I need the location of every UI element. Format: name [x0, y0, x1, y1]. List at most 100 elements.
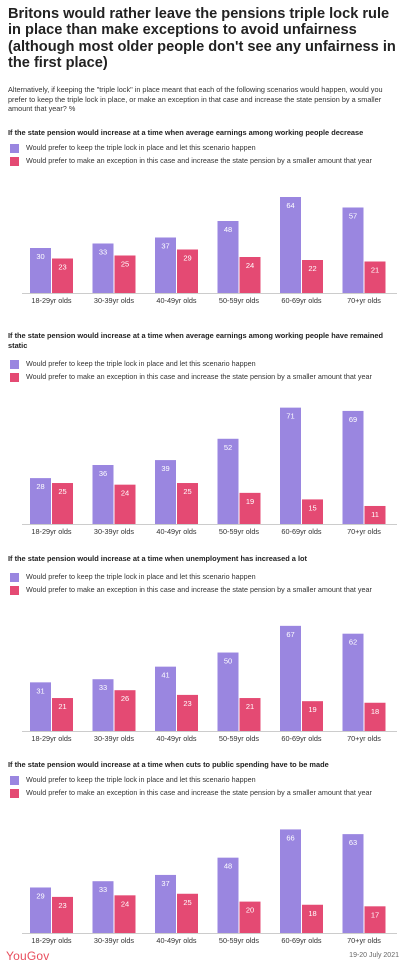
legend-swatch-exception	[10, 373, 19, 382]
bar-value-label: 11	[371, 510, 379, 519]
category-label: 60-69yr olds	[281, 296, 322, 305]
bar-value-label: 22	[308, 264, 316, 273]
bar-keep	[280, 829, 301, 933]
bar-value-label: 18	[308, 909, 316, 918]
bar-value-label: 23	[183, 699, 191, 708]
bar-keep	[30, 682, 51, 731]
bar-exception	[302, 904, 323, 933]
category-label: 18-29yr olds	[31, 296, 72, 305]
bar-keep	[30, 887, 51, 933]
bar-keep	[92, 679, 114, 731]
bar-keep	[342, 633, 364, 731]
bar-value-label: 50	[224, 657, 232, 666]
bar-value-label: 71	[286, 412, 294, 421]
bar-keep	[280, 407, 301, 524]
bar-value-label: 26	[121, 694, 129, 703]
bar-exception	[114, 895, 136, 933]
category-label: 50-59yr olds	[219, 527, 260, 536]
legend-swatch-exception	[10, 789, 19, 798]
bar-value-label: 25	[183, 898, 191, 907]
survey-date: 19-20 July 2021	[349, 952, 399, 959]
bar-value-label: 15	[308, 503, 316, 512]
bar-chart-4: 29 23 18-29yr olds 33 24 30-39yr olds 37 25 40-4…	[22, 829, 397, 945]
panel-question: If the state pension would increase at a…	[8, 128, 364, 137]
bar-value-label: 57	[349, 212, 357, 221]
bar-exception	[52, 896, 73, 933]
bar-exception	[52, 698, 73, 731]
bar-value-label: 48	[224, 862, 232, 871]
category-label: 18-29yr olds	[31, 527, 72, 536]
category-label: 40-49yr olds	[156, 936, 197, 945]
category-label: 30-39yr olds	[94, 734, 135, 743]
category-label: 60-69yr olds	[281, 936, 322, 945]
bar-value-label: 21	[371, 266, 379, 275]
category-label: 40-49yr olds	[156, 296, 197, 305]
bar-exception	[177, 483, 198, 524]
bar-exception	[114, 484, 136, 524]
bar-keep	[217, 857, 239, 933]
panel-question: If the state pension would increase at a…	[8, 760, 329, 769]
bar-value-label: 25	[58, 487, 66, 496]
bar-exception	[302, 499, 323, 524]
category-label: 30-39yr olds	[94, 527, 135, 536]
bar-exception	[302, 260, 323, 293]
bar-exception	[177, 249, 198, 293]
bar-exception	[239, 492, 261, 524]
bar-keep	[92, 881, 114, 933]
bar-exception	[239, 901, 261, 933]
bar-keep	[217, 652, 239, 731]
bar-value-label: 25	[183, 487, 191, 496]
legend-label-keep: Would prefer to keep the triple lock in …	[26, 359, 256, 368]
bar-keep	[280, 625, 301, 731]
chart-subtitle: Alternatively, if keeping the "triple lo…	[8, 85, 383, 114]
bar-exception	[52, 483, 73, 524]
legend-swatch-keep	[10, 144, 19, 153]
panel-question: If the state pension would increase at a…	[8, 331, 383, 350]
bar-value-label: 63	[349, 838, 357, 847]
category-label: 18-29yr olds	[31, 936, 72, 945]
bar-value-label: 39	[161, 464, 169, 473]
category-label: 50-59yr olds	[219, 734, 260, 743]
bar-keep	[30, 478, 51, 524]
bar-value-label: 23	[58, 901, 66, 910]
bar-keep	[155, 460, 176, 524]
legend-label-keep: Would prefer to keep the triple lock in …	[26, 143, 256, 152]
bar-exception	[177, 893, 198, 933]
bar-keep	[342, 207, 364, 293]
bar-value-label: 24	[121, 899, 129, 908]
legend-swatch-keep	[10, 573, 19, 582]
bar-exception	[364, 261, 386, 293]
bar-value-label: 20	[246, 906, 254, 915]
bar-value-label: 29	[36, 891, 44, 900]
legend-label-exception: Would prefer to make an exception in thi…	[26, 156, 372, 165]
bar-exception	[239, 257, 261, 293]
bar-value-label: 41	[161, 671, 169, 680]
bar-value-label: 64	[286, 201, 294, 210]
bar-value-label: 30	[36, 252, 44, 261]
bar-exception	[239, 698, 261, 731]
bar-chart-3: 31 21 18-29yr olds 33 26 30-39yr olds 41 23 40-4…	[22, 625, 397, 743]
bar-keep	[342, 410, 364, 524]
category-label: 70+yr olds	[347, 296, 381, 305]
bar-value-label: 19	[246, 497, 254, 506]
bar-value-label: 24	[121, 489, 129, 498]
bar-value-label: 69	[349, 415, 357, 424]
category-label: 60-69yr olds	[281, 734, 322, 743]
category-label: 30-39yr olds	[94, 296, 135, 305]
category-label: 70+yr olds	[347, 527, 381, 536]
bar-keep	[217, 438, 239, 524]
bar-value-label: 36	[99, 469, 107, 478]
bar-keep	[155, 237, 176, 293]
bar-value-label: 33	[99, 683, 107, 692]
bar-value-label: 18	[371, 707, 379, 716]
bar-value-label: 37	[161, 879, 169, 888]
legend-label-exception: Would prefer to make an exception in thi…	[26, 585, 372, 594]
bar-value-label: 21	[58, 702, 66, 711]
yougov-logo: YouGov	[6, 949, 50, 963]
bar-value-label: 33	[99, 885, 107, 894]
category-label: 60-69yr olds	[281, 527, 322, 536]
bar-value-label: 52	[224, 443, 232, 452]
category-label: 70+yr olds	[347, 734, 381, 743]
bar-keep	[155, 666, 176, 731]
bar-value-label: 37	[161, 242, 169, 251]
